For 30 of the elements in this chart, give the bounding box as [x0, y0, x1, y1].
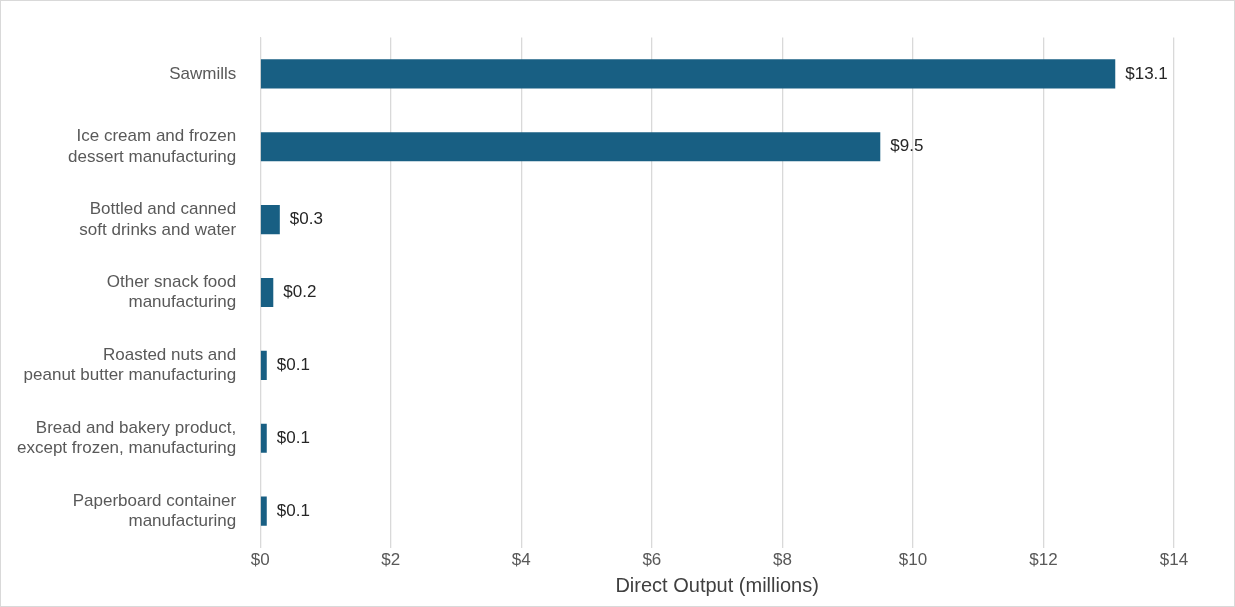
bar [260, 350, 267, 380]
data-label: $0.1 [276, 500, 310, 520]
bar [260, 205, 280, 235]
x-tick-label: $8 [772, 550, 792, 570]
x-axis-title: Direct Output (millions) [615, 573, 819, 596]
bar [260, 59, 1116, 89]
x-tick-label: $12 [1029, 550, 1058, 570]
bar [260, 496, 267, 526]
data-label: $0.1 [276, 355, 310, 375]
x-tick-label: $10 [898, 550, 928, 570]
y-tick-label: Roasted nuts and peanut butter manufacturing [23, 344, 237, 385]
data-label: $9.5 [890, 136, 924, 156]
bar [260, 423, 267, 453]
x-tick-label: $6 [642, 550, 662, 570]
x-tick-label: $2 [381, 550, 401, 570]
bar [260, 132, 881, 162]
y-tick-label: Other snack food manufacturing [106, 271, 237, 312]
y-tick-label: Ice cream and frozen dessert manufacturing [68, 126, 237, 166]
data-label: $0.2 [283, 282, 317, 302]
data-label: $0.1 [276, 427, 310, 447]
y-tick-label: Bread and bakery product, except frozen, manufacturing [17, 417, 237, 458]
x-tick-label: $14 [1159, 550, 1189, 570]
x-tick-label: $4 [511, 550, 531, 570]
y-tick-label: Paperboard container manufacturing [72, 490, 237, 531]
bar [260, 277, 274, 308]
x-tick-label: $0 [250, 550, 270, 570]
y-tick-label: Bottled and canned soft drinks and water [79, 199, 237, 239]
data-label: $0.3 [289, 209, 323, 229]
data-label: $13.1 [1125, 63, 1168, 83]
y-tick-label: Sawmills [169, 63, 237, 83]
